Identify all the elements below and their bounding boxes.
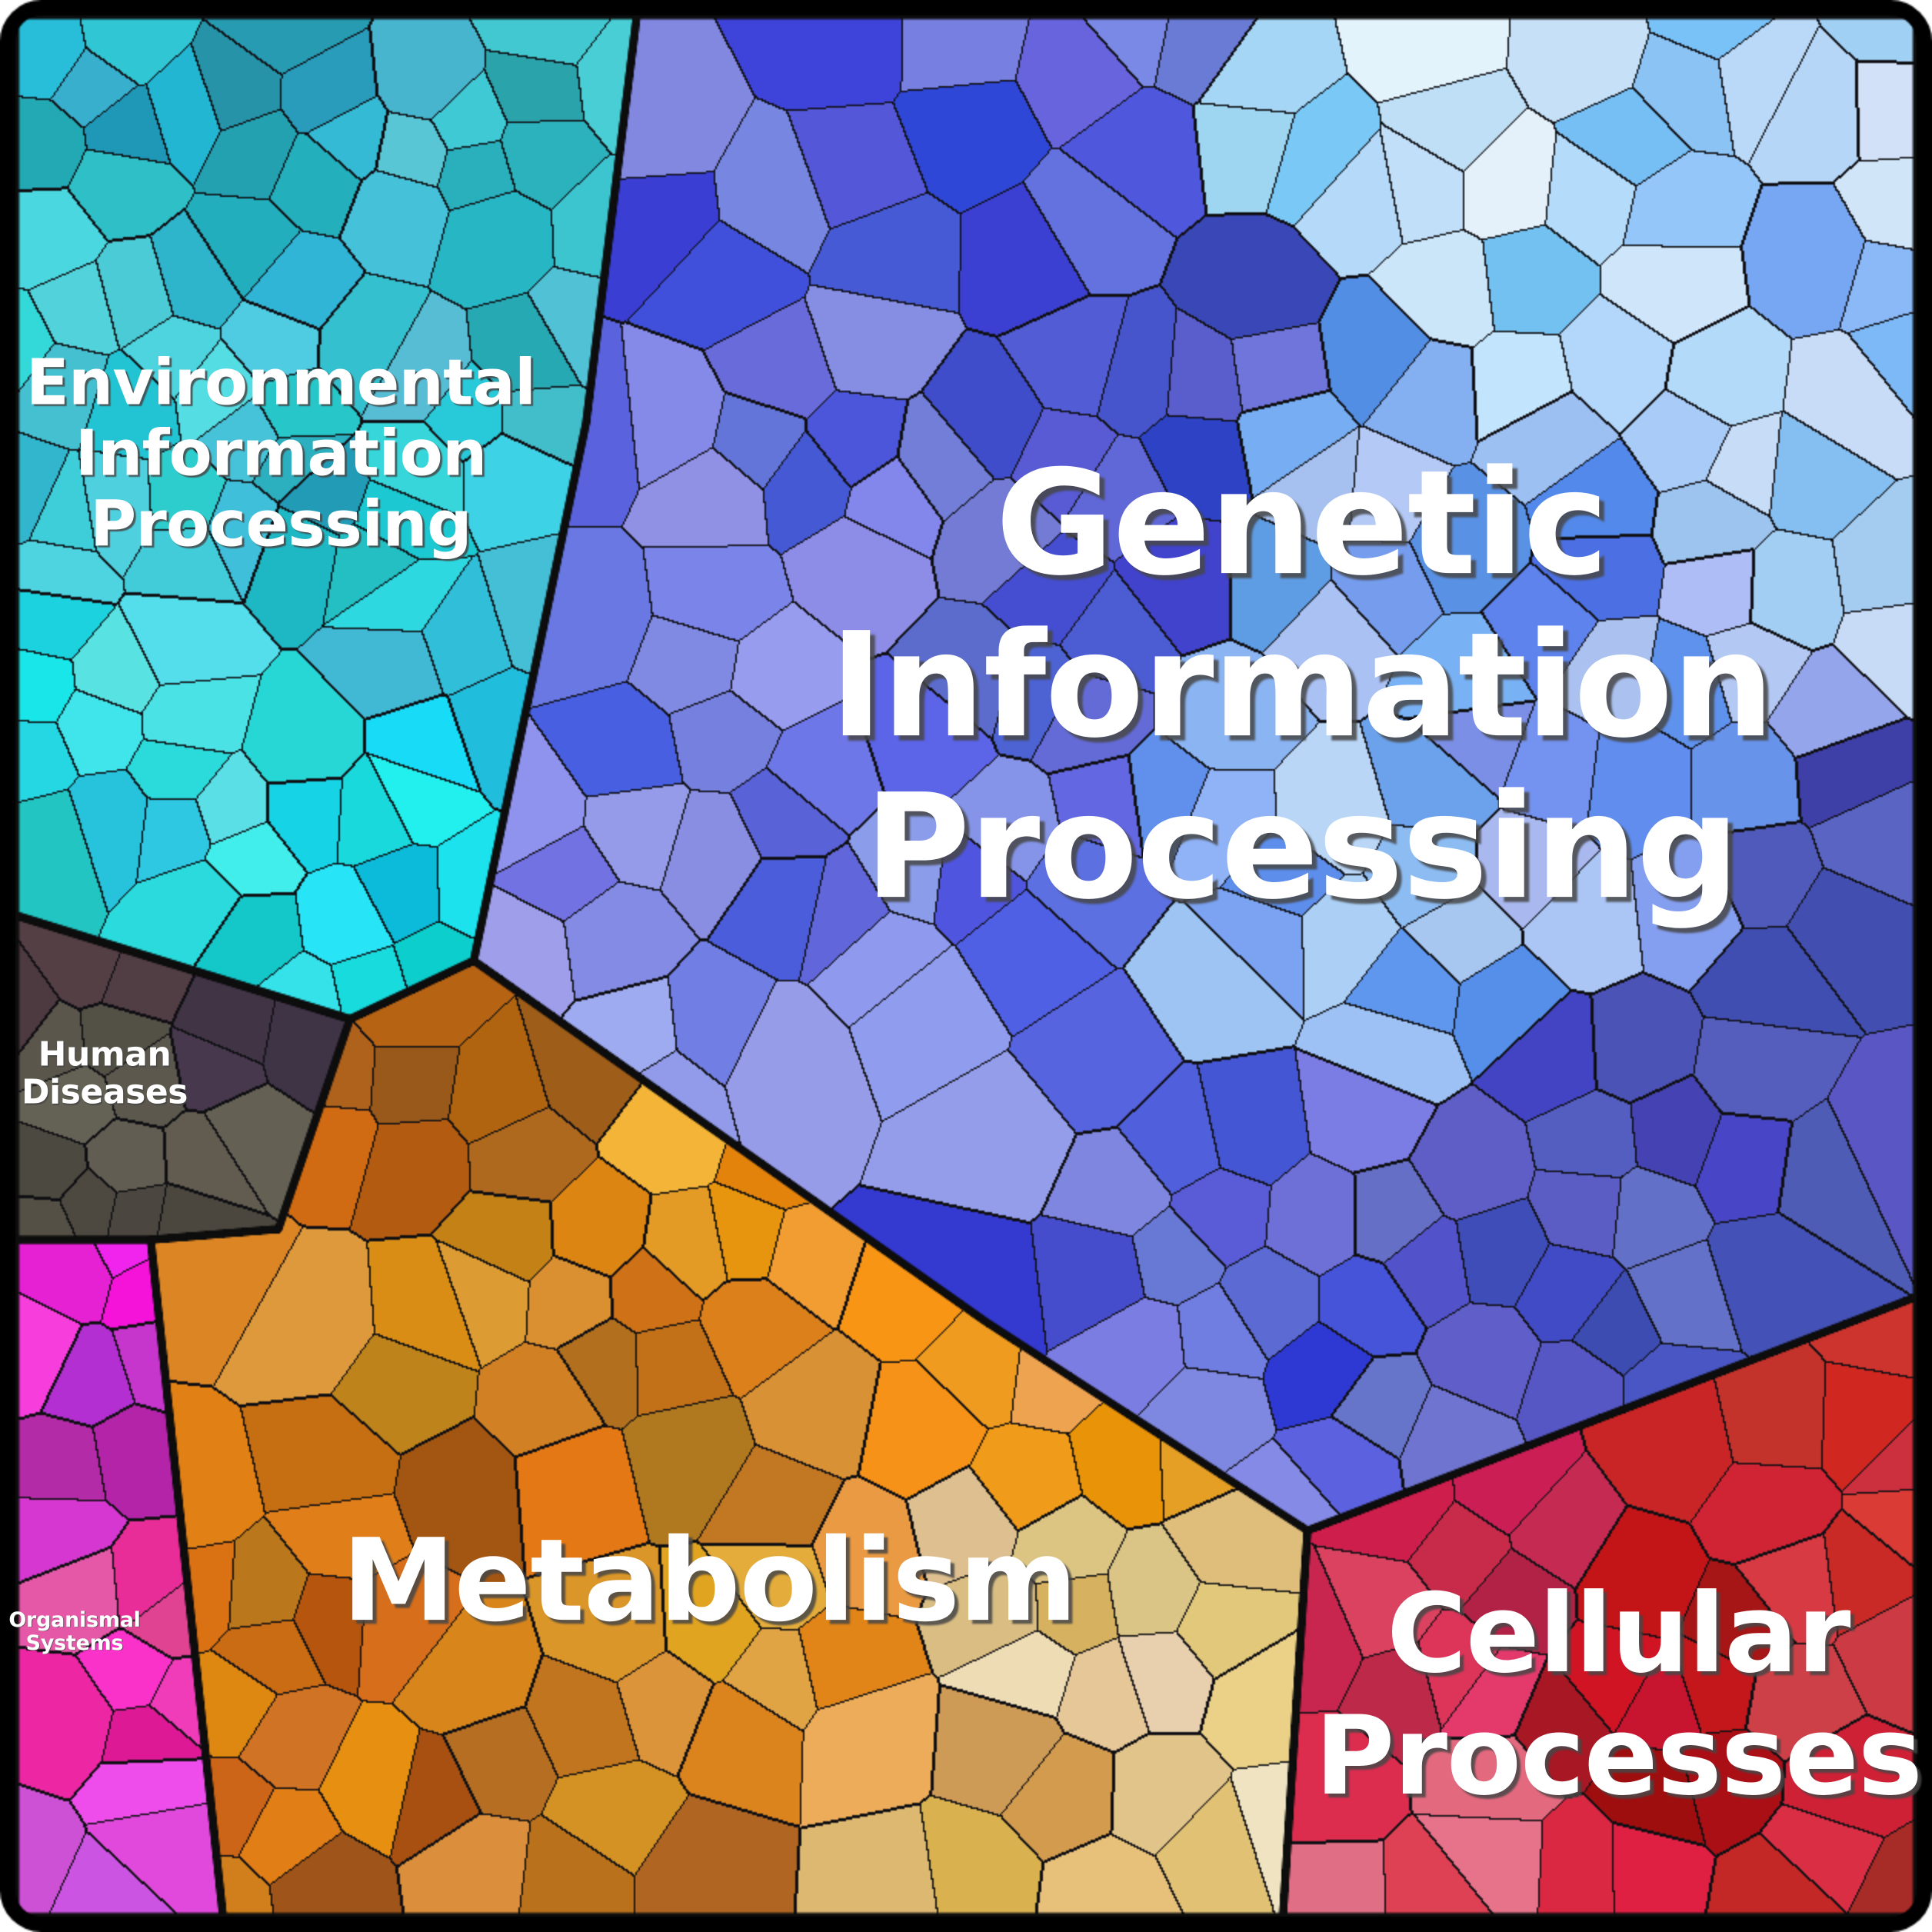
voronoi-treemap-figure: Environmental Information Processing Gen… xyxy=(0,0,1932,1932)
voronoi-treemap-canvas xyxy=(0,0,1932,1932)
